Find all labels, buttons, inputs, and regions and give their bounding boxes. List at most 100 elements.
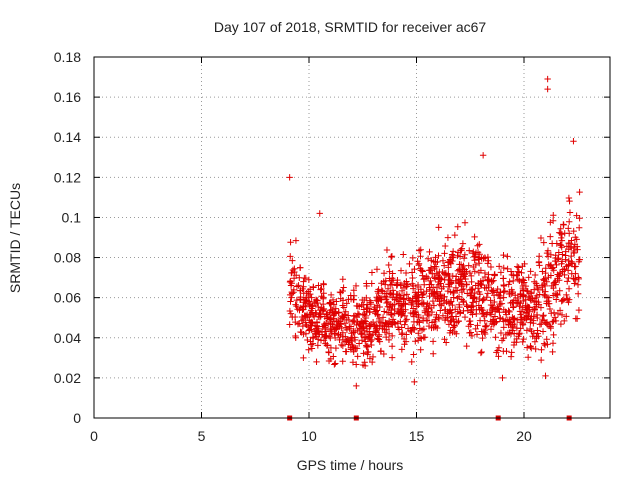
data-point: [469, 250, 477, 257]
data-point: [363, 328, 371, 336]
data-point: [519, 276, 527, 283]
data-point: [439, 312, 447, 319]
data-point: [476, 241, 483, 248]
data-point: [381, 308, 388, 315]
data-point: [300, 315, 307, 323]
data-point: [470, 253, 478, 261]
data-point: [544, 253, 552, 260]
data-point: [570, 275, 578, 283]
data-point: [363, 343, 370, 351]
data-point: [301, 274, 308, 282]
data-point: [527, 288, 535, 296]
data-point: [549, 264, 557, 271]
data-point: [380, 270, 388, 277]
data-point: [479, 334, 486, 342]
data-point: [403, 278, 410, 285]
data-point: [520, 297, 527, 305]
data-point: [458, 276, 466, 283]
data-point: [325, 349, 333, 356]
data-point: [459, 240, 467, 247]
data-point: [429, 338, 437, 345]
data-point: [477, 304, 485, 311]
data-point: [532, 294, 540, 302]
data-point: [519, 321, 527, 328]
data-point: [435, 224, 442, 231]
data-point: [451, 231, 459, 239]
data-point: [354, 353, 361, 360]
data-point: [541, 275, 549, 282]
data-point: [475, 288, 483, 296]
data-point: [389, 316, 397, 323]
data-point: [570, 138, 577, 145]
data-point: [400, 291, 408, 299]
data-point: [550, 309, 558, 316]
data-point: [485, 276, 492, 283]
data-point: [434, 324, 441, 332]
data-point: [402, 317, 409, 325]
data-point: [509, 327, 516, 334]
data-point: [300, 278, 307, 285]
data-point: [544, 85, 551, 93]
data-point: [414, 292, 421, 300]
data-point: [525, 293, 532, 300]
data-point: [386, 303, 393, 310]
data-point: [514, 268, 522, 275]
data-point: [497, 329, 505, 337]
data-point: [458, 245, 466, 252]
data-point: [309, 319, 316, 327]
data-point: [529, 333, 536, 340]
y-tick-label: 0.14: [54, 129, 81, 145]
data-point: [548, 265, 556, 272]
data-point: [314, 336, 322, 343]
data-point: [484, 290, 492, 297]
data-point: [426, 248, 433, 256]
data-point: [368, 280, 375, 287]
data-point: [296, 264, 304, 271]
data-point: [429, 297, 437, 305]
data-point: [379, 314, 387, 321]
data-point: [556, 307, 564, 314]
data-point: [454, 223, 461, 230]
data-point: [383, 299, 390, 307]
data-point: [575, 306, 583, 314]
data-point: [402, 301, 409, 308]
data-point: [574, 290, 582, 297]
data-point: [406, 297, 413, 304]
data-point: [474, 249, 482, 256]
data-point: [386, 275, 393, 282]
data-point: [385, 321, 392, 328]
data-point: [547, 272, 555, 279]
data-point: [564, 278, 571, 285]
data-point: [335, 316, 342, 324]
data-point: [469, 295, 477, 302]
data-point: [499, 275, 507, 282]
data-point: [476, 260, 483, 267]
data-point: [338, 324, 345, 332]
data-point: [530, 313, 538, 320]
data-point: [364, 349, 371, 356]
data-point: [498, 300, 506, 307]
data-point: [502, 317, 510, 324]
data-point: [424, 255, 432, 262]
data-point: [402, 269, 410, 277]
data-point: [566, 230, 573, 237]
data-point: [304, 336, 311, 344]
data-point: [337, 295, 344, 302]
y-axis-label: SRMTID / TECUs: [7, 183, 23, 293]
data-point: [302, 330, 310, 337]
data-point: [293, 302, 300, 310]
data-point: [509, 314, 516, 321]
data-point: [495, 263, 503, 270]
data-point: [418, 294, 426, 301]
data-point: [308, 294, 315, 301]
data-point: [449, 257, 456, 265]
data-point: [561, 271, 568, 279]
data-point: [504, 329, 512, 337]
data-point: [417, 246, 424, 253]
data-point: [388, 332, 396, 340]
data-point: [374, 295, 381, 303]
data-point: [332, 360, 339, 367]
data-point: [299, 322, 307, 330]
data-point: [568, 252, 575, 260]
data-point: [483, 311, 490, 318]
